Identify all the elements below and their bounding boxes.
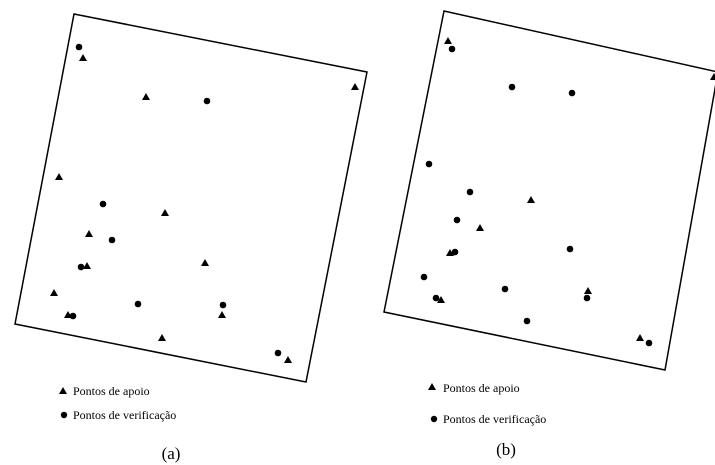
triangle-marker-icon	[527, 196, 535, 203]
legend-triangle-label: Pontos de apoio	[73, 384, 150, 398]
circle-marker-icon	[448, 45, 456, 53]
circle-marker-icon	[568, 89, 576, 97]
panel-b-markers	[420, 37, 715, 347]
triangle-marker-icon	[158, 334, 166, 341]
panel-a: Pontos de apoio Pontos de verificação (a…	[14, 13, 368, 463]
legend-triangle-label: Pontos de apoio	[443, 381, 520, 395]
triangle-marker-icon	[83, 262, 91, 269]
circle-marker-icon	[501, 285, 509, 293]
circle-marker-icon	[134, 300, 142, 308]
panel-a-frame	[14, 13, 368, 383]
circle-marker-icon	[219, 301, 227, 309]
triangle-marker-icon	[446, 249, 454, 256]
circle-marker-icon	[60, 411, 68, 419]
triangle-marker-icon	[584, 287, 592, 294]
circle-marker-icon	[203, 97, 211, 105]
circle-marker-icon	[645, 339, 653, 347]
panel-b-caption: (b)	[496, 440, 516, 459]
triangle-marker-icon	[710, 73, 715, 80]
panel-a-caption: (a)	[162, 444, 181, 463]
panel-b-legend: Pontos de apoio Pontos de verificação	[428, 381, 546, 426]
circle-marker-icon	[566, 245, 574, 253]
circle-marker-icon	[453, 216, 461, 224]
circle-marker-icon	[523, 317, 531, 325]
circle-marker-icon	[466, 188, 474, 196]
triangle-marker-icon	[142, 93, 150, 100]
circle-marker-icon	[77, 263, 85, 271]
triangle-marker-icon	[351, 83, 359, 90]
circle-marker-icon	[425, 160, 433, 168]
circle-marker-icon	[430, 415, 438, 423]
circle-marker-icon	[432, 294, 440, 302]
triangle-marker-icon	[50, 289, 58, 296]
circle-marker-icon	[274, 349, 282, 357]
panel-a-legend: Pontos de apoio Pontos de verificação	[59, 384, 176, 422]
legend-circle-label: Pontos de verificação	[443, 412, 546, 426]
circle-marker-icon	[583, 294, 591, 302]
triangle-marker-icon	[55, 173, 63, 180]
triangle-marker-icon	[636, 334, 644, 341]
circle-marker-icon	[99, 200, 107, 208]
triangle-marker-icon	[437, 296, 445, 303]
panel-b: Pontos de apoio Pontos de verificação (b…	[383, 10, 715, 459]
circle-marker-icon	[108, 236, 116, 244]
legend-circle-label: Pontos de verificação	[73, 408, 176, 422]
triangle-marker-icon	[284, 356, 292, 363]
triangle-marker-icon	[85, 230, 93, 237]
panel-b-frame	[383, 10, 715, 371]
panel-a-markers	[50, 43, 359, 363]
circle-marker-icon	[451, 248, 459, 256]
circle-marker-icon	[508, 83, 516, 91]
triangle-marker-icon	[476, 224, 484, 231]
triangle-marker-icon	[79, 54, 87, 61]
circle-marker-icon	[420, 273, 428, 281]
circle-marker-icon	[75, 43, 83, 51]
triangle-marker-icon	[201, 259, 209, 266]
triangle-marker-icon	[161, 209, 169, 216]
triangle-marker-icon	[59, 387, 67, 394]
triangle-marker-icon	[218, 311, 226, 318]
triangle-marker-icon	[444, 37, 452, 44]
circle-marker-icon	[69, 312, 77, 320]
triangle-marker-icon	[428, 383, 436, 390]
